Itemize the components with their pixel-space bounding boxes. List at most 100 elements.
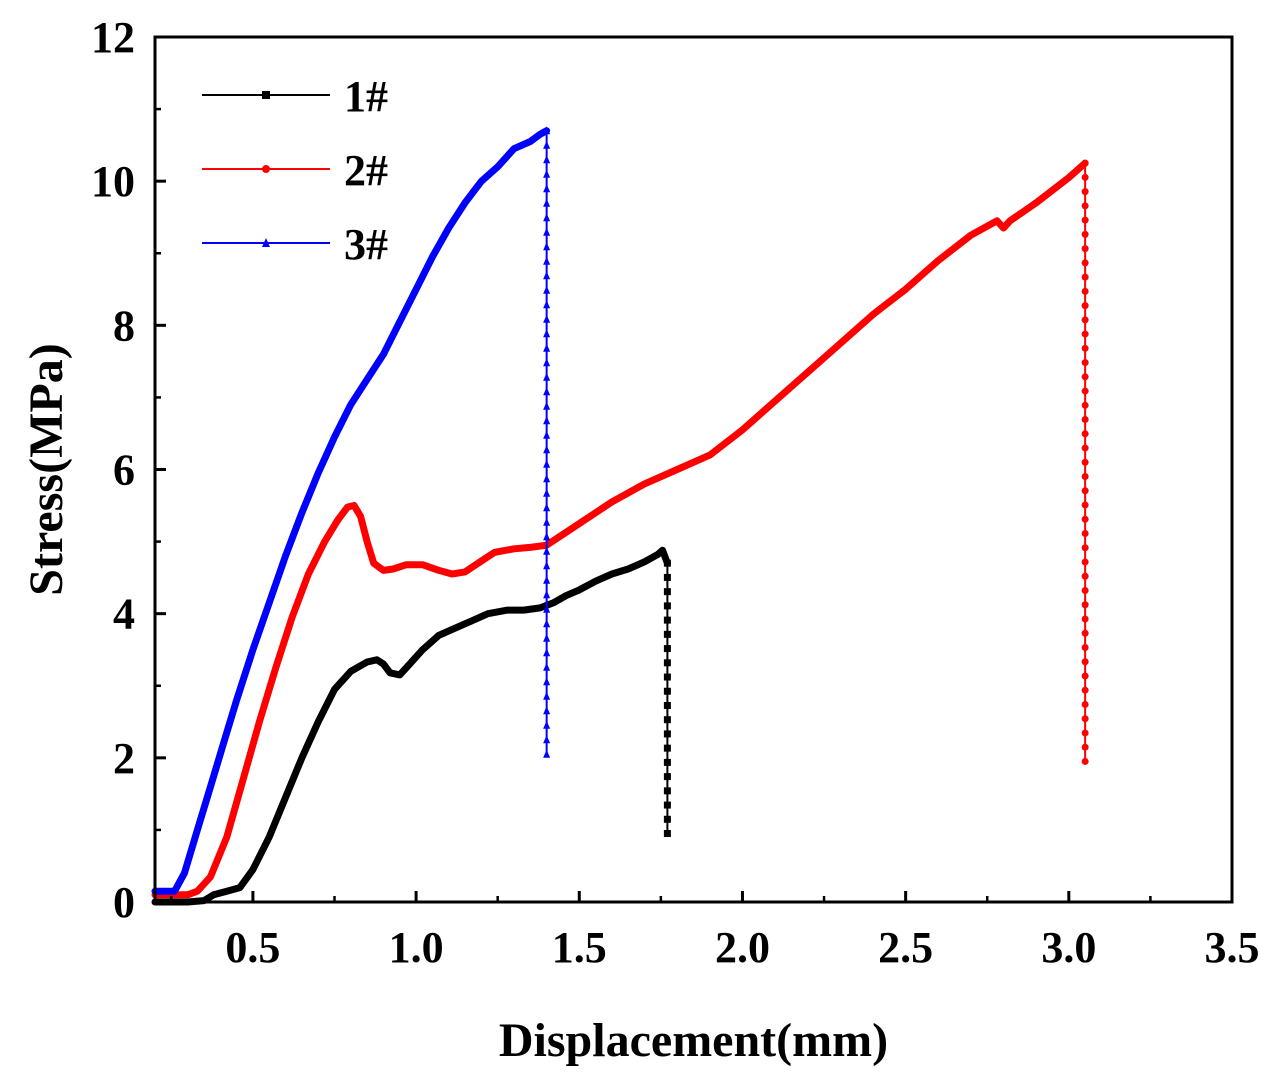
series-drop-marker — [1081, 544, 1089, 552]
series-drop-marker — [1081, 444, 1089, 452]
series-drop-marker — [543, 445, 551, 454]
series-drop-marker — [1081, 159, 1089, 167]
series-drop-marker — [1081, 373, 1089, 381]
series-line — [151, 546, 671, 906]
series-drop-marker — [663, 616, 671, 624]
series-drop-marker — [543, 126, 551, 135]
series-drop-marker — [543, 256, 551, 265]
series-drop-marker — [663, 559, 671, 567]
series-drop-marker — [1081, 216, 1089, 224]
series-drop-marker — [543, 169, 551, 178]
series-drop-marker — [543, 300, 551, 309]
series-drop-marker — [1081, 672, 1089, 680]
series-drop-marker — [663, 787, 671, 795]
series-drop-marker — [543, 387, 551, 396]
series-drop-marker — [543, 285, 551, 294]
series-layer — [151, 126, 1089, 906]
series-drop-marker — [1081, 330, 1089, 338]
series-drop-marker — [663, 701, 671, 709]
series-drop-marker — [663, 673, 671, 681]
series-drop-marker — [1081, 287, 1089, 295]
series-drop-marker — [1081, 530, 1089, 538]
legend-item-3: 3# — [202, 220, 388, 269]
series-drop-marker — [1081, 643, 1089, 651]
series-drop-marker — [1081, 473, 1089, 481]
legend-marker — [262, 91, 270, 99]
series-drop-marker — [1081, 743, 1089, 751]
x-tick-label: 1.0 — [389, 923, 444, 972]
y-tick-label: 2 — [113, 734, 135, 783]
series-drop-marker — [543, 677, 551, 686]
series-drop-marker — [1081, 658, 1089, 666]
series-drop-marker — [543, 271, 551, 280]
series-drop-marker — [543, 749, 551, 758]
series-drop-marker — [543, 561, 551, 570]
series-drop-marker — [1081, 601, 1089, 609]
series-drop-marker — [543, 184, 551, 193]
series-drop-marker — [543, 633, 551, 642]
series-drop-marker — [543, 735, 551, 744]
series-drop-marker — [543, 358, 551, 367]
series-line — [151, 159, 1089, 899]
x-tick-label: 0.5 — [225, 923, 280, 972]
series-drop-marker — [1081, 586, 1089, 594]
series-drop-marker — [663, 758, 671, 766]
series-drop-marker — [663, 588, 671, 596]
series-drop-marker — [1081, 302, 1089, 310]
series-drop-marker — [543, 213, 551, 222]
series-drop-marker — [1081, 188, 1089, 196]
legend-label: 2# — [344, 146, 388, 195]
series-drop-marker — [543, 662, 551, 671]
series-drop-marker — [543, 691, 551, 700]
series-drop-marker — [1081, 401, 1089, 409]
series-drop-marker — [543, 488, 551, 497]
series-drop-marker — [543, 372, 551, 381]
x-tick-label: 1.5 — [552, 923, 607, 972]
series-drop-marker — [663, 659, 671, 667]
series-2 — [151, 159, 1089, 899]
series-drop-marker — [543, 619, 551, 628]
y-tick-label: 8 — [113, 301, 135, 350]
series-drop-marker — [543, 474, 551, 483]
series-drop-marker — [1081, 359, 1089, 367]
series-drop-marker — [543, 648, 551, 657]
series-drop-marker — [663, 744, 671, 752]
series-drop-marker — [1081, 245, 1089, 253]
series-drop-marker — [1081, 558, 1089, 566]
series-drop-marker — [1081, 572, 1089, 580]
series-drop-marker — [543, 575, 551, 584]
y-tick-label: 6 — [113, 446, 135, 495]
series-drop-marker — [543, 227, 551, 236]
series-drop-marker — [1081, 700, 1089, 708]
legend-marker — [262, 238, 270, 247]
series-drop-marker — [663, 645, 671, 653]
series-drop-marker — [543, 532, 551, 541]
legend-item-2: 2# — [202, 146, 388, 195]
series-drop-marker — [1081, 316, 1089, 324]
series-drop-marker — [1081, 173, 1089, 181]
series-drop-marker — [1081, 273, 1089, 281]
x-tick-label: 2.0 — [715, 923, 770, 972]
series-drop-marker — [1081, 387, 1089, 395]
series-drop-marker — [663, 801, 671, 809]
series-drop-marker — [543, 401, 551, 410]
series-drop-marker — [1081, 202, 1089, 210]
series-drop-marker — [663, 716, 671, 724]
legend-marker — [262, 165, 270, 173]
series-drop-marker — [543, 459, 551, 468]
series-drop-marker — [1081, 458, 1089, 466]
series-drop-marker — [1081, 729, 1089, 737]
series-drop-marker — [663, 687, 671, 695]
legend-label: 3# — [344, 220, 388, 269]
series-drop-marker — [543, 517, 551, 526]
series-drop-marker — [663, 830, 671, 838]
series-drop-marker — [1081, 416, 1089, 424]
series-drop-marker — [1081, 230, 1089, 238]
series-drop-marker — [1081, 715, 1089, 723]
series-drop-marker — [543, 430, 551, 439]
series-drop-marker — [543, 198, 551, 207]
series-1 — [151, 546, 671, 906]
series-drop-marker — [1081, 259, 1089, 267]
axes-layer: 0.5 1.0 1.5 2.0 2.5 3.0 3.5 0 2 4 6 8 10 12 — [91, 13, 1260, 972]
